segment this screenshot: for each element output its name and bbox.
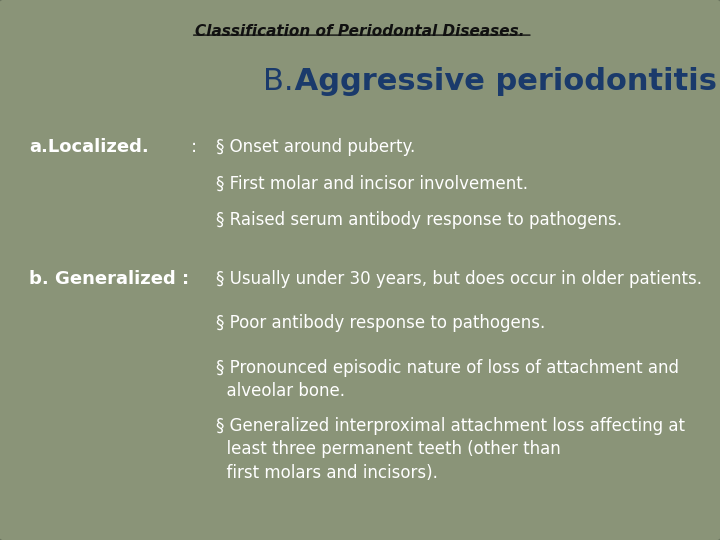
Text: Classification of Periodontal Diseases.: Classification of Periodontal Diseases.	[195, 24, 525, 39]
Text: B.: B.	[263, 68, 293, 97]
Text: Aggressive periodontitis: Aggressive periodontitis	[284, 68, 717, 97]
Text: § Raised serum antibody response to pathogens.: § Raised serum antibody response to path…	[216, 211, 622, 229]
Text: § Generalized interproximal attachment loss affecting at
  least three permanent: § Generalized interproximal attachment l…	[216, 417, 685, 482]
Text: :: :	[191, 138, 197, 156]
Text: § Onset around puberty.: § Onset around puberty.	[216, 138, 415, 156]
Text: § Usually under 30 years, but does occur in older patients.: § Usually under 30 years, but does occur…	[216, 270, 702, 288]
Text: a.Localized.: a.Localized.	[29, 138, 148, 156]
Text: § Pronounced episodic nature of loss of attachment and
  alveolar bone.: § Pronounced episodic nature of loss of …	[216, 359, 679, 400]
Text: § Poor antibody response to pathogens.: § Poor antibody response to pathogens.	[216, 314, 545, 332]
Text: b. Generalized :: b. Generalized :	[29, 270, 189, 288]
Text: § First molar and incisor involvement.: § First molar and incisor involvement.	[216, 174, 528, 192]
